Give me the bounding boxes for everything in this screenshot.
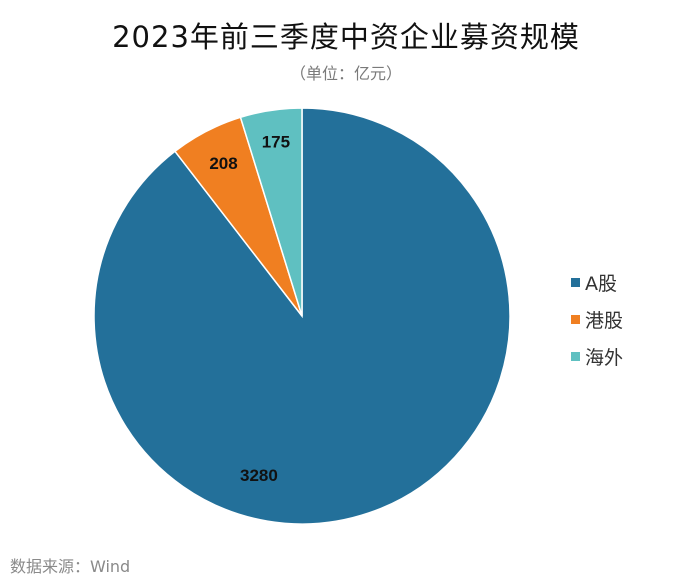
chart-title: 2023年前三季度中资企业募资规模 [112, 20, 580, 54]
data-label-overseas: 175 [262, 133, 290, 152]
legend-item-overseas: 海外 [571, 338, 623, 375]
pie-slice-overseas [239, 107, 303, 317]
data-label-a-share: 3280 [240, 466, 278, 485]
legend-label-hk-share: 港股 [585, 310, 624, 332]
chart-legend: A股 港股 海外 [571, 264, 623, 375]
chart-subtitle: （单位：亿元） [289, 64, 402, 83]
legend-swatch-hk-share [571, 315, 580, 324]
legend-item-a-share: A股 [571, 264, 623, 301]
data-source-note: 数据来源：Wind [10, 557, 131, 576]
data-label-hk-share: 208 [209, 154, 237, 173]
legend-swatch-overseas [571, 352, 580, 361]
legend-label-a-share: A股 [585, 273, 617, 295]
legend-label-overseas: 海外 [585, 347, 624, 369]
legend-swatch-a-share [571, 278, 580, 287]
legend-item-hk-share: 港股 [571, 301, 623, 338]
pie-slices [93, 107, 511, 525]
pie-data-labels: 3280 208 175 [209, 133, 290, 486]
